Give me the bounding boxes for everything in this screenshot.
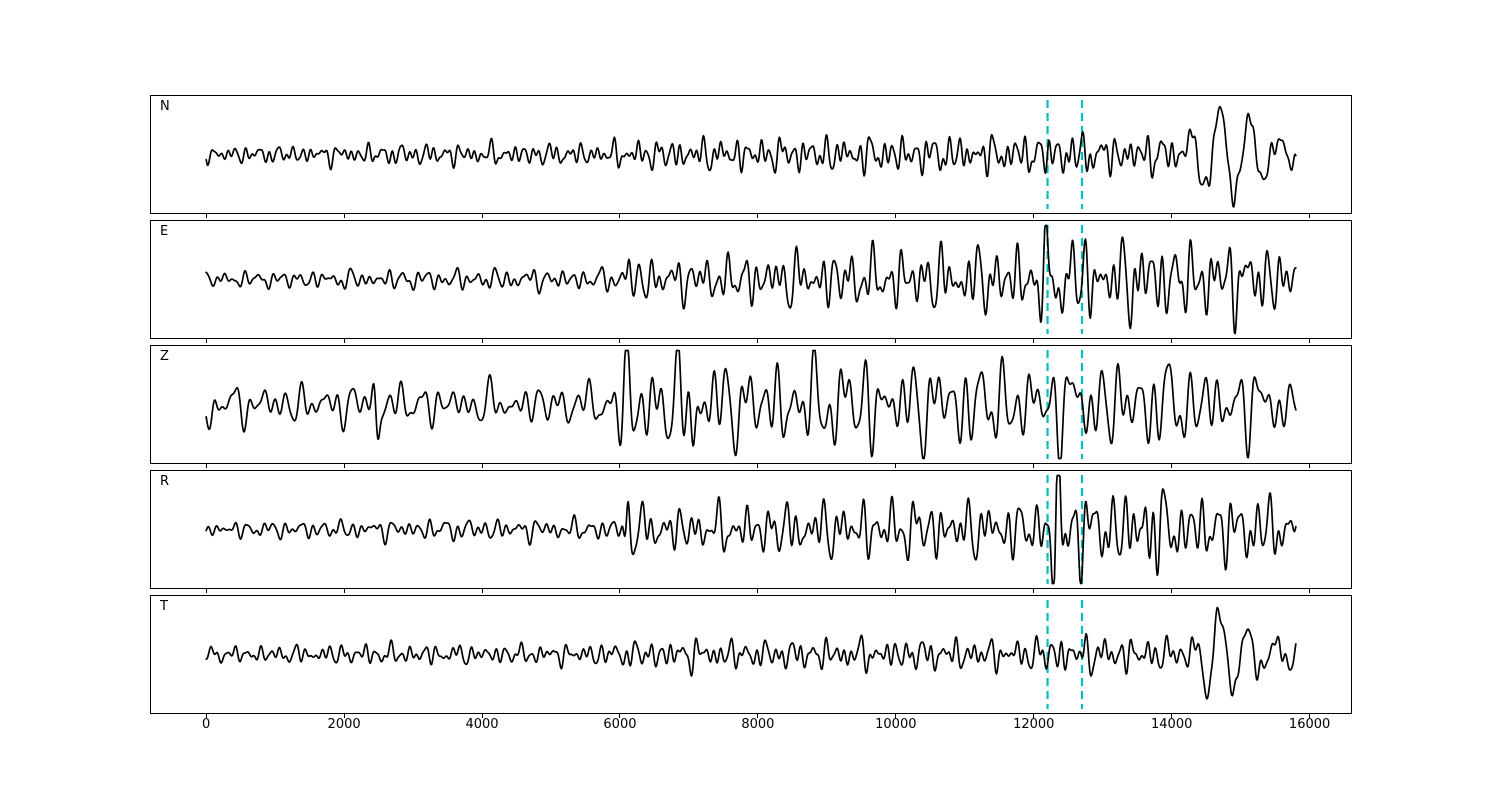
x-tick bbox=[757, 214, 759, 218]
x-tick bbox=[1033, 339, 1035, 343]
x-tick bbox=[343, 464, 345, 468]
waveform-panel-N: N bbox=[150, 95, 1352, 214]
waveform-plot bbox=[205, 600, 1297, 709]
channel-label: Z bbox=[160, 349, 169, 364]
x-tick bbox=[895, 339, 897, 343]
x-tick bbox=[757, 339, 759, 343]
x-tick bbox=[619, 714, 621, 718]
x-tick bbox=[1033, 589, 1035, 593]
x-tick bbox=[205, 714, 207, 718]
x-tick bbox=[1171, 339, 1173, 343]
x-tick bbox=[757, 714, 759, 718]
x-tick bbox=[343, 214, 345, 218]
x-tick-label: 4000 bbox=[465, 717, 499, 732]
waveform-panel-E: E bbox=[150, 220, 1352, 339]
x-tick-label: 0 bbox=[202, 717, 211, 732]
x-tick-label: 6000 bbox=[603, 717, 637, 732]
x-tick bbox=[895, 214, 897, 218]
x-tick bbox=[205, 589, 207, 593]
x-tick bbox=[757, 464, 759, 468]
x-tick bbox=[1309, 589, 1311, 593]
channel-label: E bbox=[160, 224, 169, 239]
x-tick-label: 10000 bbox=[875, 717, 917, 732]
x-tick-label: 14000 bbox=[1151, 717, 1193, 732]
x-tick bbox=[619, 214, 621, 218]
seismic-trace bbox=[205, 105, 1297, 208]
x-tick bbox=[481, 339, 483, 343]
x-tick bbox=[481, 714, 483, 718]
x-tick-label: 8000 bbox=[741, 717, 775, 732]
channel-label: R bbox=[160, 474, 170, 489]
x-tick bbox=[619, 339, 621, 343]
seismic-trace bbox=[205, 224, 1297, 335]
x-tick bbox=[481, 464, 483, 468]
channel-label: T bbox=[160, 599, 168, 614]
waveform-panel-Z: Z bbox=[150, 345, 1352, 464]
waveform-plot bbox=[205, 100, 1297, 209]
x-tick bbox=[205, 339, 207, 343]
x-tick-label: 12000 bbox=[1013, 717, 1055, 732]
x-tick bbox=[1171, 214, 1173, 218]
x-tick bbox=[895, 464, 897, 468]
waveform-plot bbox=[205, 474, 1297, 585]
seismic-trace bbox=[205, 349, 1297, 460]
x-tick bbox=[1033, 464, 1035, 468]
seismic-trace bbox=[205, 606, 1297, 700]
waveform-panel-R: R bbox=[150, 470, 1352, 589]
x-tick bbox=[1309, 214, 1311, 218]
waveform-plot bbox=[205, 224, 1297, 335]
waveform-panel-T: T bbox=[150, 595, 1352, 714]
x-tick bbox=[1033, 214, 1035, 218]
seismic-trace bbox=[205, 474, 1297, 585]
x-tick bbox=[343, 714, 345, 718]
x-tick bbox=[1309, 714, 1311, 718]
x-tick bbox=[481, 589, 483, 593]
x-tick bbox=[343, 339, 345, 343]
x-tick bbox=[895, 589, 897, 593]
x-tick bbox=[343, 589, 345, 593]
x-tick bbox=[757, 589, 759, 593]
x-tick bbox=[895, 714, 897, 718]
x-tick bbox=[1309, 464, 1311, 468]
x-tick bbox=[1171, 464, 1173, 468]
x-tick bbox=[205, 464, 207, 468]
x-tick bbox=[205, 214, 207, 218]
x-tick bbox=[619, 464, 621, 468]
x-tick bbox=[1309, 339, 1311, 343]
x-tick-label: 2000 bbox=[327, 717, 361, 732]
x-tick bbox=[1171, 714, 1173, 718]
x-tick bbox=[481, 214, 483, 218]
x-tick bbox=[1171, 589, 1173, 593]
x-tick-label: 16000 bbox=[1288, 717, 1331, 732]
x-tick bbox=[1033, 714, 1035, 718]
x-tick bbox=[619, 589, 621, 593]
channel-label: N bbox=[160, 99, 170, 114]
waveform-plot bbox=[205, 349, 1297, 460]
